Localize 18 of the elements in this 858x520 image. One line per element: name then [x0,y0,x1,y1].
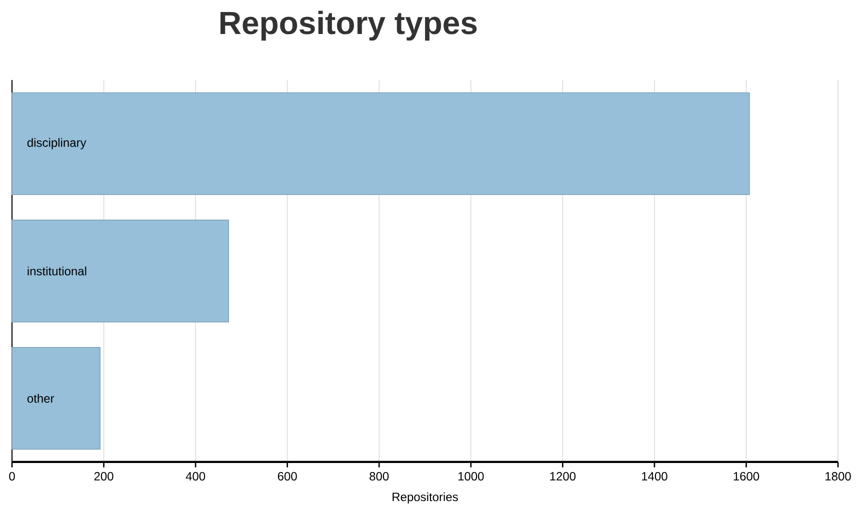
x-tick-label: 800 [370,472,389,481]
x-tick-label: 1600 [734,472,760,481]
x-tick-label: 200 [94,472,114,481]
chart-title: Repository types [220,10,477,41]
x-tick-label: 400 [186,472,206,481]
x-tick-label: 600 [278,472,297,481]
y-tick-label: institutional [28,266,86,276]
bar [12,346,101,450]
x-tick-label: 1800 [826,472,851,481]
x-tick-label: 1400 [642,472,668,481]
bar [12,220,229,322]
x-tick-label: 1200 [550,472,576,481]
y-tick-label: disciplinary [27,138,86,150]
x-tick-label: 1000 [458,472,484,481]
x-axis-title: Repositories [392,492,458,504]
bar [12,92,750,195]
y-tick-label: other [27,394,54,403]
x-tick-label: 0 [9,472,15,481]
